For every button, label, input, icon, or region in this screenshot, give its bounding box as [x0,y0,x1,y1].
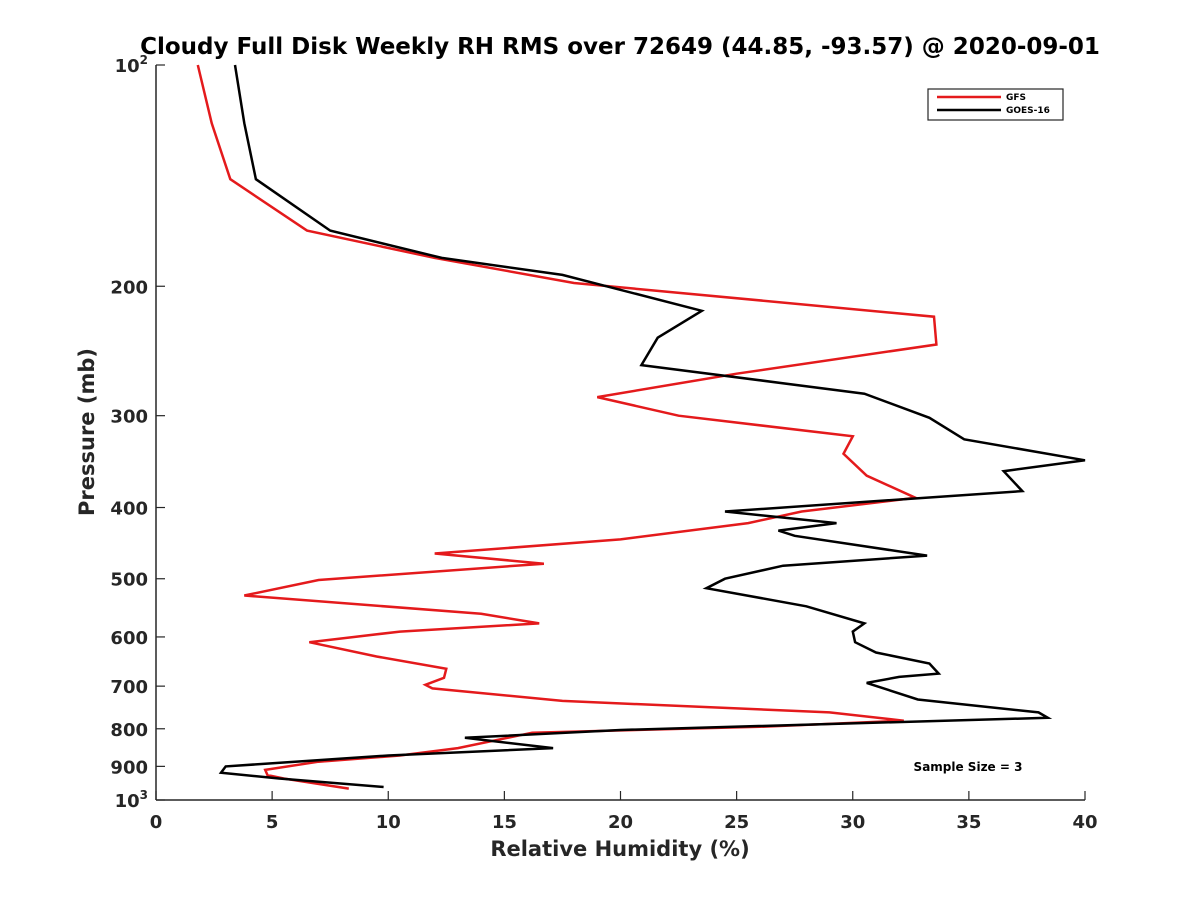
x-tick-label: 25 [724,812,749,833]
legend-label-goes16: GOES-16 [1006,106,1050,116]
y-tick-label: 200 [110,277,148,298]
x-tick-label: 20 [608,812,633,833]
x-tick-label: 0 [150,812,163,833]
y-tick-label: 500 [110,570,148,591]
legend: GFS GOES-16 [927,88,1064,121]
y-tick-label: 600 [110,628,148,649]
x-tick-label: 5 [266,812,279,833]
plot-area [156,65,1085,800]
legend-label-gfs: GFS [1006,93,1026,103]
x-tick-label: 30 [840,812,865,833]
y-tick-label: 800 [110,720,148,741]
y-tick-label: 700 [110,677,148,698]
chart-title: Cloudy Full Disk Weekly RH RMS over 7264… [140,34,1100,60]
series-line-gfs [196,64,938,790]
legend-box [927,88,1064,121]
series-line-goes16 [218,64,1086,789]
y-tick-label: 103 [115,788,148,812]
y-tick-label: 300 [110,407,148,428]
series-layer [196,64,1086,790]
sample-size-annotation: Sample Size = 3 [914,760,1023,774]
y-axis-label: Pressure (mb) [75,348,99,516]
x-axis-label: Relative Humidity (%) [490,837,749,861]
x-tick-label: 40 [1072,812,1097,833]
x-tick-label: 10 [376,812,401,833]
x-axis-ticks: 0 5 10 15 20 25 30 35 40 [150,791,1098,833]
y-axis-ticks: 102 200 300 400 500 600 700 800 900 103 [110,53,165,812]
x-tick-label: 15 [492,812,517,833]
y-tick-label: 102 [115,53,148,77]
y-tick-label: 400 [110,499,148,520]
x-tick-label: 35 [956,812,981,833]
y-tick-label: 900 [110,757,148,778]
